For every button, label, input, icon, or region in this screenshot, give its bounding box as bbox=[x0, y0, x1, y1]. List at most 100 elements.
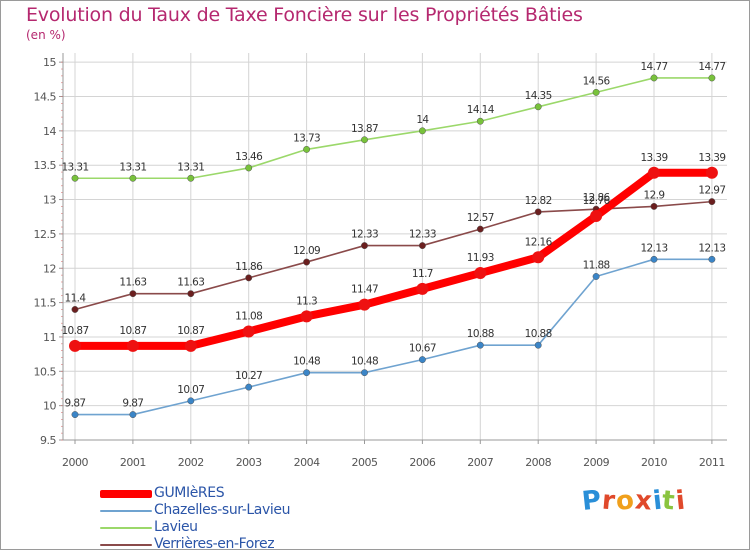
legend-swatch bbox=[100, 490, 152, 498]
data-label: 13.31 bbox=[61, 161, 88, 173]
y-tick-label: 12.5 bbox=[34, 228, 57, 241]
data-label: 10.27 bbox=[235, 370, 262, 382]
data-label: 11.86 bbox=[235, 261, 263, 273]
data-label: 11.63 bbox=[119, 277, 146, 289]
data-label: 14.35 bbox=[525, 90, 552, 102]
data-label: 14.77 bbox=[640, 61, 667, 73]
data-point bbox=[187, 174, 195, 182]
x-tick-label: 2002 bbox=[178, 456, 204, 469]
data-label: 10.88 bbox=[525, 328, 552, 340]
data-label: 11.7 bbox=[412, 268, 433, 280]
data-label: 10.87 bbox=[119, 325, 146, 337]
data-point bbox=[592, 88, 600, 96]
data-point bbox=[474, 267, 487, 280]
data-label: 10.48 bbox=[351, 356, 378, 368]
data-label: 12.86 bbox=[583, 192, 611, 204]
data-point bbox=[418, 127, 426, 135]
data-label: 12.13 bbox=[698, 242, 725, 254]
data-point bbox=[476, 225, 484, 233]
data-label: 13.46 bbox=[235, 151, 263, 163]
data-point bbox=[590, 210, 603, 223]
data-label: 14.56 bbox=[583, 75, 611, 87]
chart-title: Evolution du Taux de Taxe Foncière sur l… bbox=[26, 4, 583, 26]
y-tick-label: 12 bbox=[43, 262, 56, 275]
data-point bbox=[534, 341, 542, 349]
data-point bbox=[705, 166, 718, 179]
data-point bbox=[361, 136, 368, 144]
data-point bbox=[71, 306, 79, 313]
x-tick-label: 2008 bbox=[525, 456, 551, 469]
x-tick-label: 2000 bbox=[62, 456, 88, 469]
y-tick-label: 10.5 bbox=[34, 365, 57, 378]
data-point bbox=[592, 273, 600, 280]
data-point bbox=[129, 290, 137, 298]
data-point bbox=[69, 339, 81, 352]
data-point bbox=[245, 383, 253, 391]
data-point bbox=[418, 356, 426, 364]
x-tick-label: 2006 bbox=[409, 456, 435, 469]
data-label: 12.57 bbox=[467, 212, 494, 224]
data-point bbox=[129, 174, 137, 182]
y-tick-label: 9.5 bbox=[40, 434, 56, 447]
chart-subtitle: (en %) bbox=[26, 28, 66, 42]
x-tick-label: 2004 bbox=[294, 456, 320, 469]
data-label: 13.73 bbox=[293, 132, 320, 144]
y-tick-label: 11.5 bbox=[34, 297, 57, 310]
x-tick-label: 2011 bbox=[699, 456, 725, 469]
data-point bbox=[303, 369, 311, 377]
data-point bbox=[532, 251, 545, 264]
data-label: 11.93 bbox=[467, 252, 494, 264]
y-tick-label: 14 bbox=[43, 125, 56, 138]
data-point bbox=[650, 255, 658, 263]
data-point bbox=[245, 164, 253, 172]
x-tick-label: 2001 bbox=[120, 456, 146, 469]
y-tick-label: 11 bbox=[43, 331, 56, 344]
legend-label: Chazelles-sur-Lavieu bbox=[154, 502, 291, 518]
data-label: 11.88 bbox=[583, 259, 610, 271]
data-point bbox=[416, 282, 429, 295]
data-point bbox=[187, 397, 195, 405]
data-label: 13.39 bbox=[640, 152, 667, 164]
data-label: 11.63 bbox=[177, 277, 204, 289]
series-line bbox=[74, 258, 713, 416]
data-label: 12.33 bbox=[409, 229, 436, 241]
y-tick-label: 13.5 bbox=[34, 159, 57, 172]
legend-label: Lavieu bbox=[154, 519, 198, 535]
data-point bbox=[418, 242, 426, 250]
data-point bbox=[361, 242, 368, 250]
data-point bbox=[303, 258, 311, 266]
series-line bbox=[74, 77, 713, 180]
data-point bbox=[129, 411, 137, 419]
data-label: 12.33 bbox=[351, 229, 378, 241]
data-label: 10.67 bbox=[409, 343, 436, 355]
data-label: 13.87 bbox=[351, 123, 378, 135]
data-point bbox=[245, 274, 253, 282]
data-point bbox=[648, 166, 660, 179]
x-tick-label: 2005 bbox=[352, 456, 378, 469]
data-label: 13.31 bbox=[119, 161, 146, 173]
data-label: 12.13 bbox=[640, 242, 667, 254]
data-point bbox=[187, 290, 195, 298]
data-label: 13.39 bbox=[698, 152, 725, 164]
y-tick-label: 13 bbox=[43, 194, 56, 207]
data-label: 14.14 bbox=[467, 104, 495, 116]
x-tick-label: 2009 bbox=[583, 456, 609, 469]
series-line bbox=[71, 168, 716, 350]
data-point bbox=[71, 174, 79, 182]
data-label: 12.82 bbox=[525, 195, 552, 207]
data-label: 13.31 bbox=[177, 161, 204, 173]
data-label: 12.09 bbox=[293, 245, 320, 257]
data-point bbox=[126, 339, 139, 352]
data-label: 12.97 bbox=[698, 185, 725, 197]
data-label: 10.87 bbox=[61, 325, 88, 337]
x-tick-label: 2010 bbox=[641, 456, 667, 469]
data-label: 10.07 bbox=[177, 384, 204, 396]
y-tick-label: 10 bbox=[43, 400, 56, 413]
data-point bbox=[358, 298, 371, 311]
legend-label: Verrières-en-Forez bbox=[154, 536, 275, 552]
data-point bbox=[708, 198, 716, 206]
legend-label: GUMIèRES bbox=[154, 485, 225, 501]
data-label: 10.48 bbox=[293, 356, 320, 368]
data-point bbox=[476, 117, 484, 125]
